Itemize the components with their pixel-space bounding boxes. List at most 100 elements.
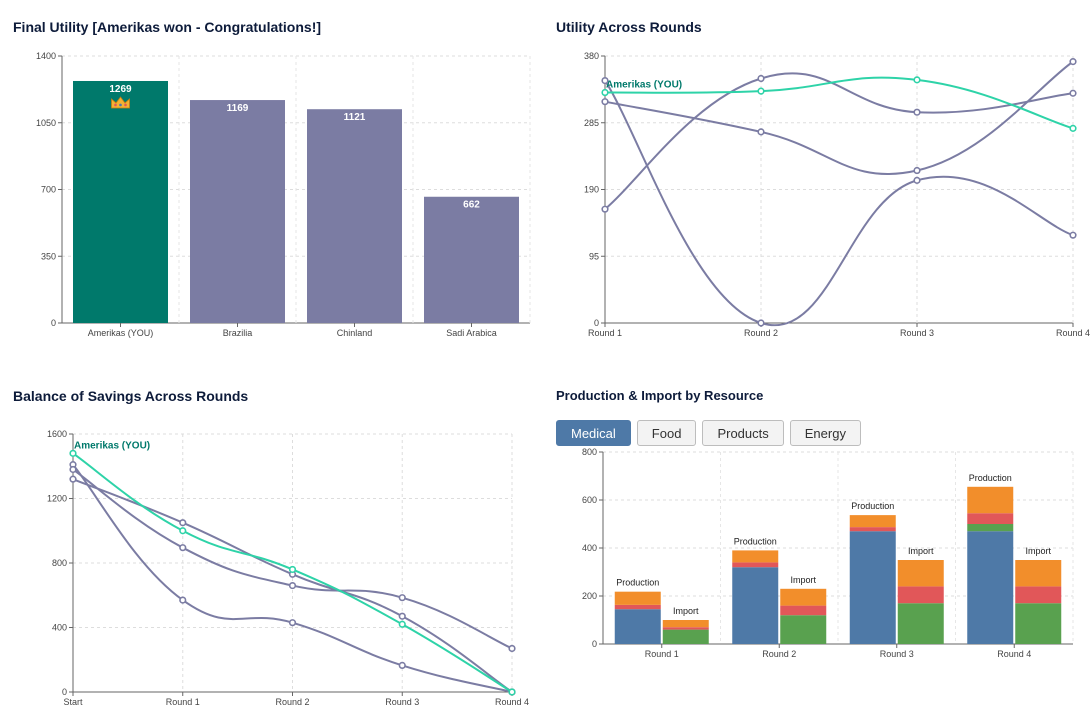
savings-point [179, 544, 187, 552]
utility-rounds-ytick-label: 285 [584, 118, 599, 128]
savings-ytick-label: 1600 [47, 429, 67, 439]
utility-rounds-point [913, 76, 921, 84]
final-utility-xtick-label: Amerikas (YOU) [88, 328, 154, 338]
savings-point [179, 527, 187, 535]
production-ytick-label: 600 [582, 495, 597, 505]
production-bar-segment [780, 588, 827, 606]
utility-rounds-point [601, 205, 609, 213]
utility-rounds-ytick-label: 95 [589, 251, 599, 261]
resource-tabs: Medical Food Products Energy [556, 420, 861, 446]
production-bar-segment [849, 527, 896, 532]
savings-point [398, 612, 406, 620]
production-chart: 0 200 400 600 800 Production Import Round 1 Prod… [582, 447, 1074, 659]
savings-xtick-label: Start [63, 697, 83, 707]
final-utility-xtick-label: Sadi Arabica [446, 328, 497, 338]
savings-chart: 0 400 800 1200 1600 Start Round 1 Round 2 Round … [47, 429, 529, 707]
tab-energy[interactable]: Energy [789, 420, 861, 446]
production-xtick-label: Round 2 [762, 649, 796, 659]
final-utility-bar [424, 196, 519, 323]
savings-point [398, 620, 406, 628]
utility-rounds-series-line [604, 72, 1074, 210]
production-bar-segment [614, 604, 661, 610]
utility-rounds-point [913, 108, 921, 116]
savings-annotation: Amerikas (YOU) [74, 440, 150, 451]
utility-rounds-series-line [604, 80, 1074, 327]
final-utility-bar [73, 80, 168, 323]
utility-rounds-ytick-label: 380 [584, 51, 599, 61]
savings-title: Balance of Savings Across Rounds [13, 388, 249, 404]
production-bar-label: Import [908, 546, 934, 556]
savings-ytick-label: 800 [52, 558, 67, 568]
savings-point [288, 619, 297, 627]
savings-xtick-label: Round 1 [166, 697, 200, 707]
utility-rounds-point [601, 88, 609, 97]
production-bar-label: Import [790, 575, 816, 585]
production-bar-segment [662, 627, 709, 630]
production-bar-segment [732, 550, 779, 563]
production-bar-segment [780, 605, 827, 616]
production-xtick-label: Round 1 [645, 649, 679, 659]
savings-point [398, 594, 406, 602]
final-utility-chart: 0 350 700 1050 1400 1269 Amerikas (YOU) 1169 Bra… [36, 51, 531, 338]
production-bar-segment [614, 591, 661, 605]
production-ytick-label: 400 [582, 543, 597, 553]
final-utility-bar [190, 100, 285, 324]
utility-rounds-xtick-label: Round 1 [588, 328, 622, 338]
utility-rounds-point [601, 98, 609, 106]
final-utility-bar [307, 109, 402, 323]
production-bar-segment [732, 567, 779, 644]
production-bar-label: Production [851, 501, 894, 511]
savings-ytick-label: 1200 [47, 494, 67, 504]
production-bar-segment [967, 524, 1014, 532]
final-utility-data-label: 1169 [227, 103, 249, 114]
utility-rounds-series-line [604, 60, 1074, 176]
utility-rounds-point [913, 176, 921, 184]
savings-point [398, 661, 406, 669]
production-ytick-label: 0 [592, 639, 597, 649]
production-bar-label: Production [616, 578, 659, 588]
final-utility-title: Final Utility [Amerikas won - Congratula… [13, 19, 322, 35]
utility-rounds-annotation: Amerikas (YOU) [606, 80, 682, 91]
savings-xtick-label: Round 3 [385, 697, 419, 707]
savings-point [288, 581, 297, 590]
utility-rounds-point [913, 166, 921, 175]
production-bar-segment [849, 515, 896, 528]
final-utility-ytick-label: 0 [51, 318, 56, 328]
crown-icon [111, 96, 130, 109]
production-bar-segment [897, 586, 944, 604]
utility-rounds-xtick-label: Round 3 [900, 328, 934, 338]
savings-ytick-label: 400 [52, 623, 67, 633]
final-utility-xtick-label: Brazilia [223, 328, 253, 338]
production-bar-label: Production [734, 536, 777, 546]
production-bar-segment [1015, 586, 1062, 604]
production-xtick-label: Round 4 [997, 649, 1031, 659]
production-bar-segment [1015, 560, 1062, 587]
final-utility-ytick-label: 1050 [36, 118, 56, 128]
savings-point [69, 475, 77, 483]
production-bar-segment [732, 562, 779, 568]
utility-rounds-series-line [604, 76, 1074, 130]
tab-food[interactable]: Food [636, 420, 697, 446]
final-utility-data-label: 662 [463, 200, 480, 211]
utility-rounds-xtick-label: Round 4 [1056, 328, 1090, 338]
production-bar-segment [967, 513, 1014, 524]
savings-xtick-label: Round 2 [275, 697, 309, 707]
production-ytick-label: 800 [582, 447, 597, 457]
utility-rounds-point [757, 128, 765, 136]
utility-rounds-point [1069, 231, 1077, 239]
savings-series-line [72, 464, 513, 693]
savings-point [69, 449, 77, 457]
utility-rounds-chart: 0 95 190 285 380 Round 1 Round 2 Round 3 Round 4… [584, 51, 1090, 338]
final-utility-ytick-label: 700 [41, 185, 56, 195]
savings-point [179, 519, 187, 527]
tab-products[interactable]: Products [702, 420, 784, 446]
tab-medical[interactable]: Medical [556, 420, 631, 446]
production-bar-segment [780, 615, 827, 644]
production-bar-segment [967, 486, 1014, 514]
savings-point [179, 596, 187, 604]
savings-point [508, 644, 516, 653]
production-bar-label: Import [673, 606, 699, 616]
production-bar-segment [897, 560, 944, 587]
utility-rounds-point [1069, 58, 1077, 66]
savings-point [69, 465, 77, 474]
